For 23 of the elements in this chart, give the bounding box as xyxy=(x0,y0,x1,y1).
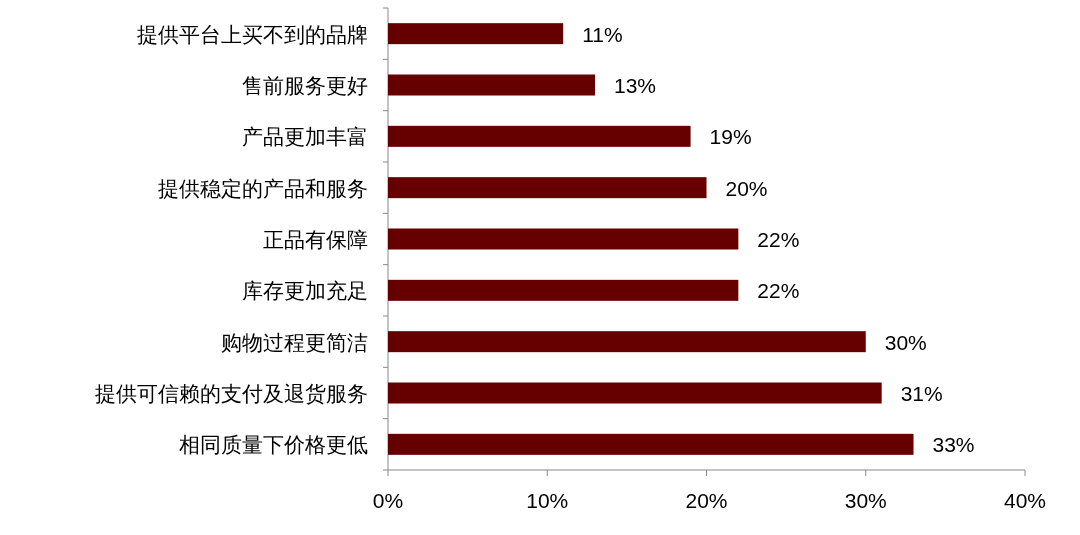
y-tick-label: 购物过程更简洁 xyxy=(221,330,368,354)
y-tick-label: 提供稳定的产品和服务 xyxy=(158,176,368,200)
data-label: 33% xyxy=(932,433,975,457)
data-label: 11% xyxy=(582,22,623,46)
data-label: 20% xyxy=(725,176,768,200)
data-label: 22% xyxy=(757,279,800,303)
data-label: 31% xyxy=(900,382,943,405)
x-tick-label: 30% xyxy=(844,489,887,512)
x-tick-label: 0% xyxy=(372,489,404,512)
y-tick-label: 相同质量下价格更低 xyxy=(179,433,368,457)
y-tick-label: 提供可信赖的支付及退货服务 xyxy=(95,382,368,405)
y-tick-label: 提供平台上买不到的品牌 xyxy=(137,22,368,46)
data-label: 22% xyxy=(757,228,800,251)
x-tick-label: 40% xyxy=(1003,489,1047,512)
data-label: 19% xyxy=(709,125,752,149)
data-label: 13% xyxy=(614,74,657,97)
data-label: 30% xyxy=(884,330,927,354)
y-tick-label: 正品有保障 xyxy=(263,228,368,251)
y-tick-label: 库存更加充足 xyxy=(242,279,368,303)
x-tick-label: 10% xyxy=(526,489,569,512)
y-tick-label: 售前服务更好 xyxy=(242,74,368,97)
x-tick-label: 20% xyxy=(685,489,728,512)
y-tick-label: 产品更加丰富 xyxy=(242,125,368,149)
